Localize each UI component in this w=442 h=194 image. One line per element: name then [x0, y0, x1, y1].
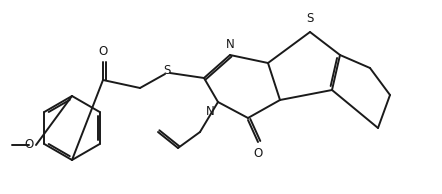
Text: O: O	[99, 45, 107, 58]
Text: N: N	[206, 105, 215, 118]
Text: S: S	[306, 12, 314, 25]
Text: N: N	[225, 38, 234, 51]
Text: O: O	[253, 147, 263, 160]
Text: O: O	[25, 139, 34, 152]
Text: S: S	[163, 63, 171, 76]
